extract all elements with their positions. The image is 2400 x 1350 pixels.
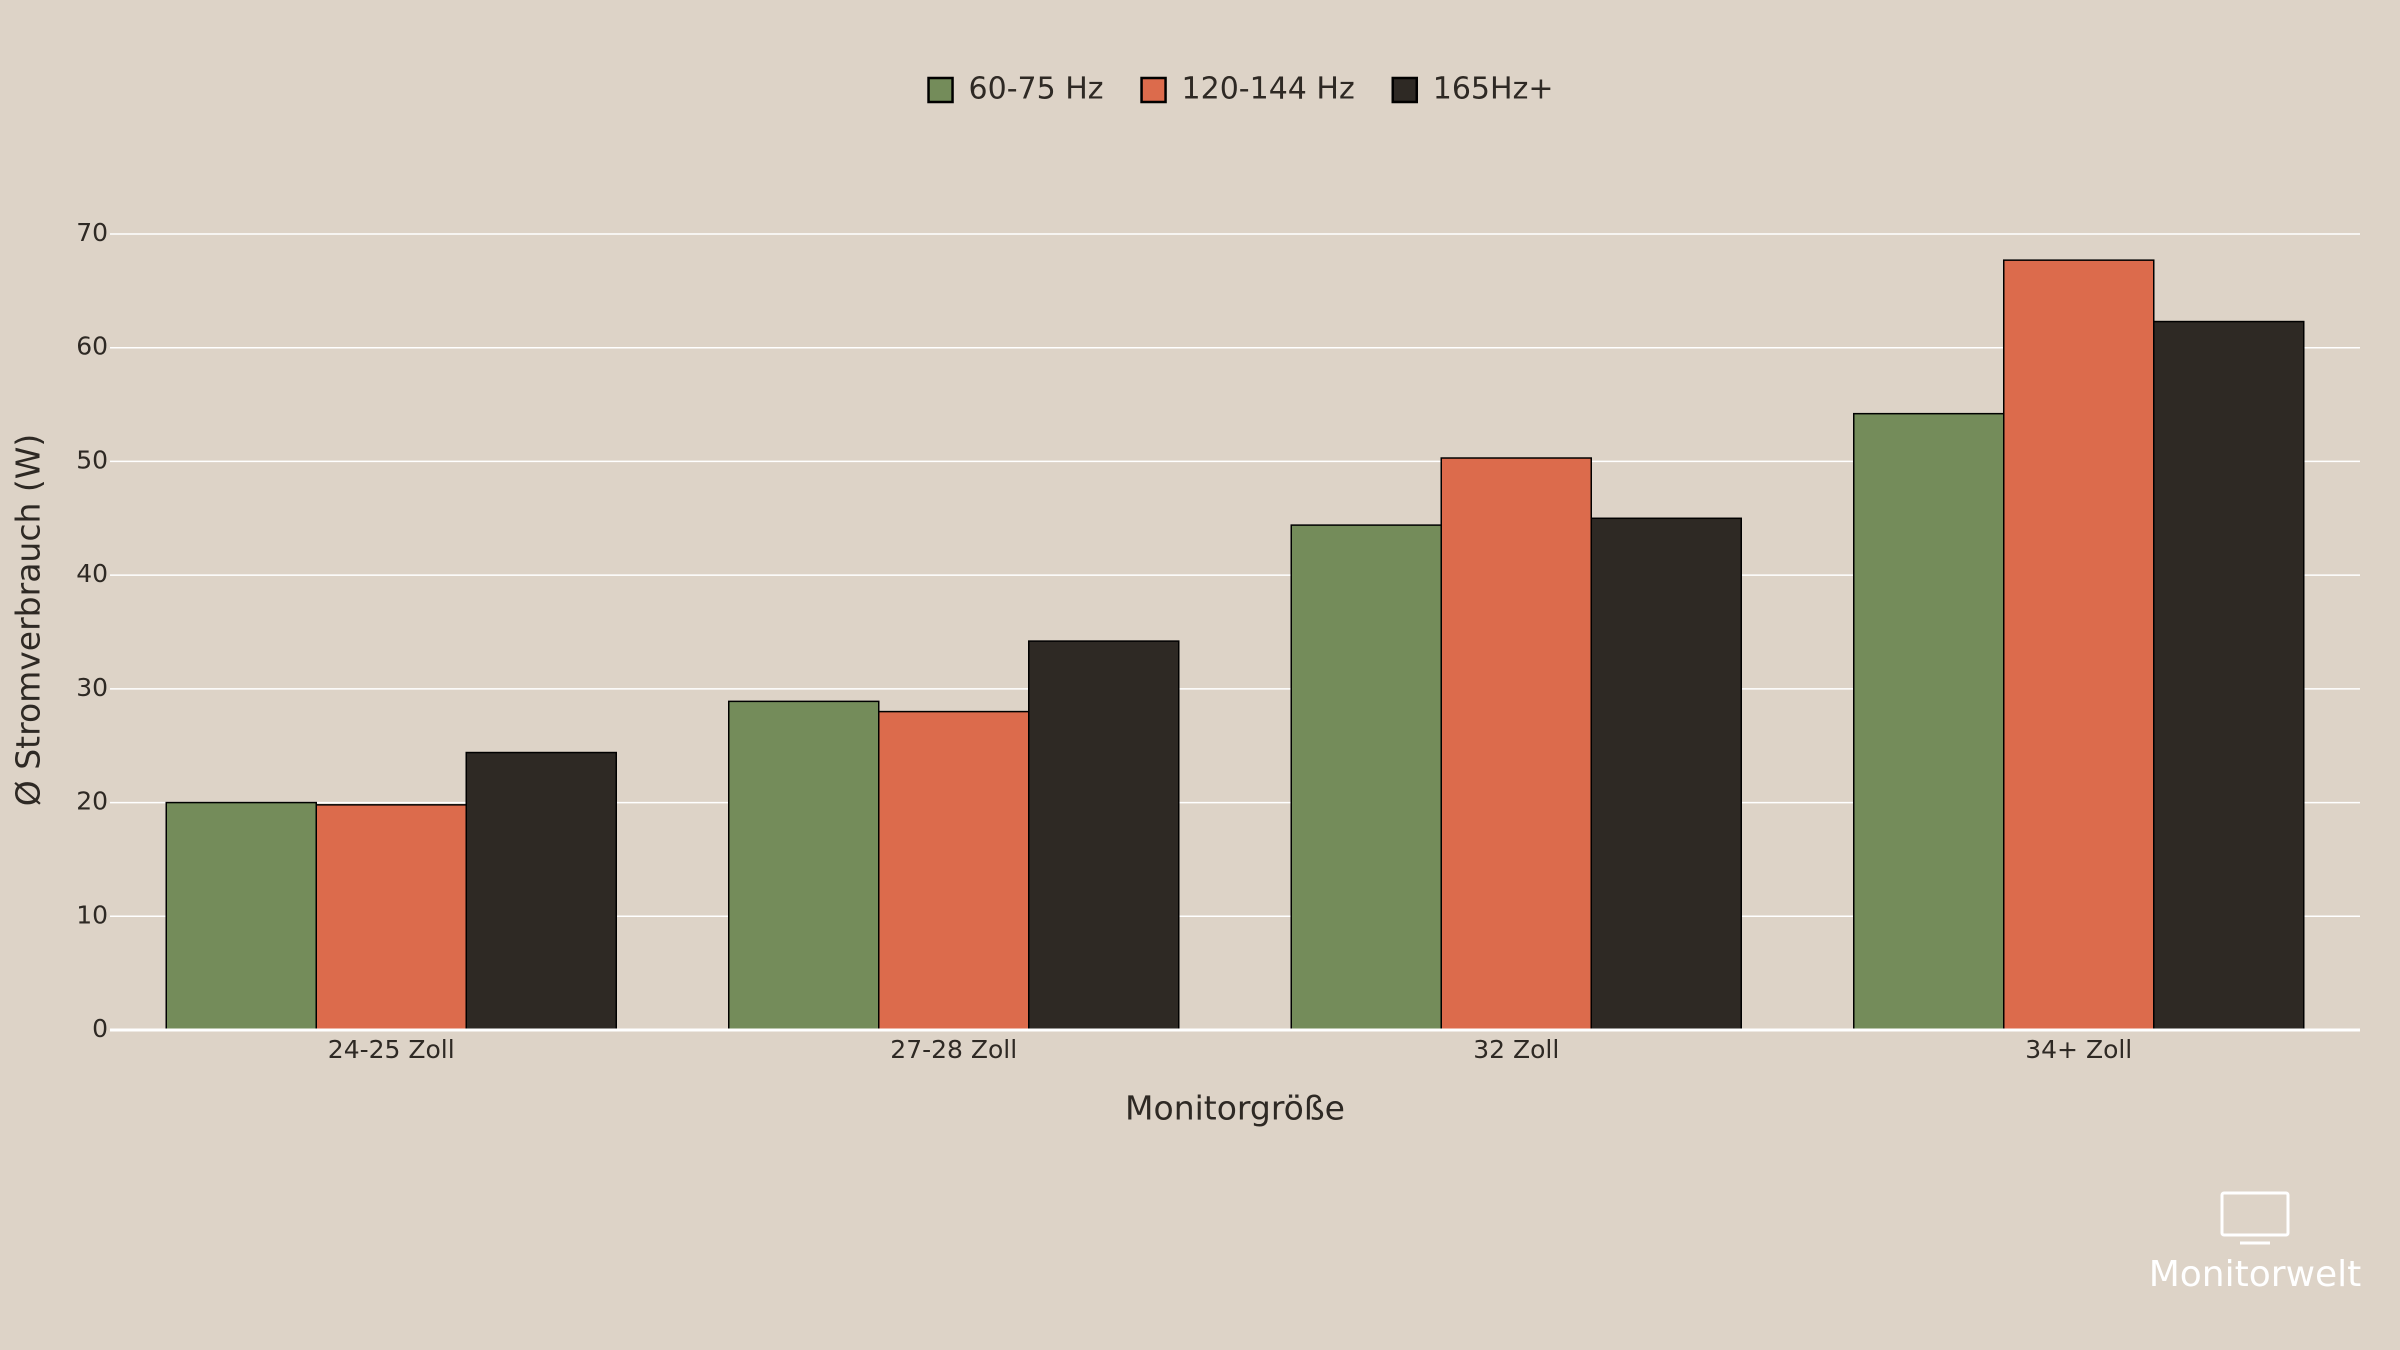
y-tick-label: 50 xyxy=(76,445,108,474)
y-tick-label: 10 xyxy=(76,900,108,929)
y-tick-label: 30 xyxy=(76,673,108,702)
bar xyxy=(1440,457,1592,1031)
bar xyxy=(165,801,317,1031)
y-tick-label: 20 xyxy=(76,787,108,816)
y-tick-label: 70 xyxy=(76,218,108,247)
legend-swatch xyxy=(1391,76,1419,104)
bar xyxy=(1290,524,1442,1031)
x-axis-title: Monitorgröße xyxy=(1125,1089,1345,1128)
bar xyxy=(1853,412,2005,1031)
legend-label: 165Hz+ xyxy=(1433,72,1554,107)
bar xyxy=(2153,320,2305,1031)
bar xyxy=(728,700,880,1031)
y-tick-label: 40 xyxy=(76,559,108,588)
legend-label: 120-144 Hz xyxy=(1182,72,1355,107)
bar xyxy=(878,710,1030,1031)
legend-swatch xyxy=(1140,76,1167,104)
bar xyxy=(2003,259,2155,1031)
y-tick-label: 0 xyxy=(92,1014,108,1043)
x-tick-label: 32 Zoll xyxy=(1473,1035,1559,1064)
legend-swatch xyxy=(927,76,954,104)
bar xyxy=(315,804,467,1031)
legend-label: 60-75 Hz xyxy=(969,72,1104,107)
watermark: Monitorwelt xyxy=(2149,1254,2362,1295)
bar xyxy=(1028,640,1180,1031)
y-tick-label: 60 xyxy=(76,332,108,361)
bar xyxy=(465,751,617,1031)
watermark-icon xyxy=(2220,1191,2290,1245)
x-tick-label: 34+ Zoll xyxy=(2025,1035,2132,1064)
y-axis-title: Ø Stromverbrauch (W) xyxy=(9,434,48,807)
x-tick-label: 27-28 Zoll xyxy=(890,1035,1017,1064)
bar xyxy=(1590,517,1742,1031)
x-tick-label: 24-25 Zoll xyxy=(328,1035,455,1064)
